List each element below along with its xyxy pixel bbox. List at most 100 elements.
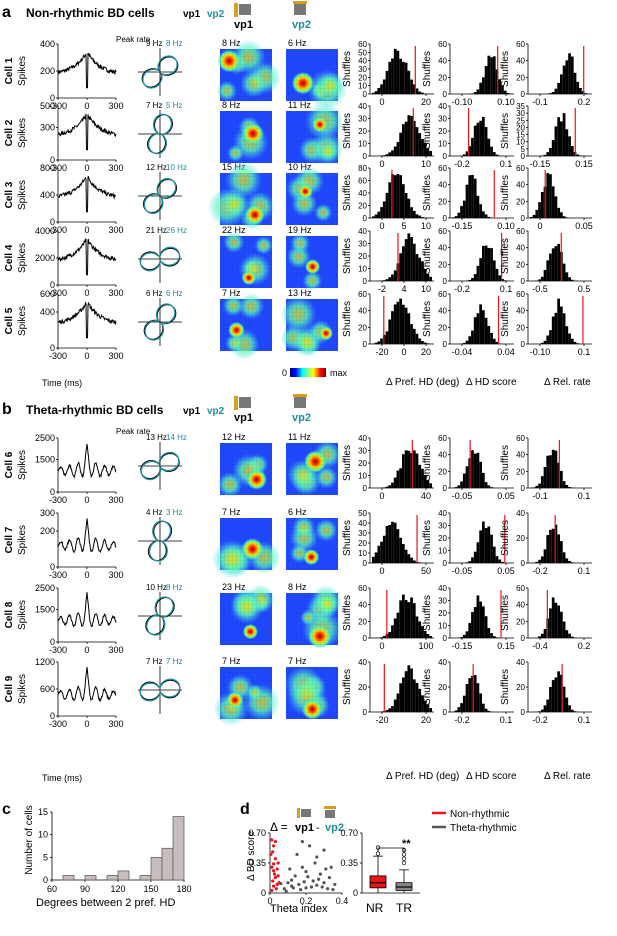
hist-bar	[543, 466, 547, 488]
hist-bar	[492, 636, 496, 638]
hist-bar	[385, 331, 389, 344]
panel-d-significance: **	[402, 838, 411, 850]
hist-bar	[404, 671, 408, 712]
hist-ytick-label: 50	[358, 509, 367, 518]
bar	[150, 856, 163, 881]
xtick-label: 120	[110, 884, 125, 894]
hist-ytick-label: 0	[443, 90, 448, 99]
hist-bar	[565, 217, 569, 218]
scatter-point-tr	[290, 878, 294, 882]
hist-ytick-label: 20	[438, 467, 447, 476]
hist-bar	[396, 141, 400, 156]
hist-ytick-label: 0	[363, 634, 368, 643]
scatter-point-tr	[331, 887, 335, 892]
hist-ytick-label: 30	[438, 597, 447, 606]
hist-bar	[382, 635, 386, 638]
scatter-point-tr	[284, 889, 288, 893]
polar-vp2-curve	[143, 177, 177, 215]
hist-ylabel: Shuffles	[500, 175, 511, 211]
hist-ytick-label: 20	[516, 534, 525, 543]
hist-bar	[399, 253, 402, 281]
hist-bar	[380, 84, 383, 94]
bar	[62, 875, 75, 881]
hist-ytick-label: 30	[438, 522, 447, 531]
colorbar-min-label: 0	[282, 368, 287, 378]
hist-bar	[421, 217, 424, 218]
hist-bar	[565, 129, 569, 156]
hist-bar	[388, 277, 392, 281]
hist-bar	[385, 525, 389, 563]
hist-ytick-label: 40	[358, 519, 367, 528]
hist-ylabel: Shuffles	[422, 445, 433, 481]
hist-bar	[473, 125, 477, 156]
hist-bar	[540, 476, 544, 488]
scatter-point-nr	[272, 844, 276, 848]
hist-bar	[495, 268, 499, 281]
hist-ytick-label: 40	[358, 434, 367, 443]
hist-bar	[388, 319, 392, 344]
hist-bar	[560, 611, 563, 638]
cell-name-label: Cell 8	[4, 601, 15, 628]
hist-bar	[423, 142, 427, 156]
hist-bar	[391, 311, 394, 344]
hist-xtick-label: 0	[379, 97, 384, 107]
hist-bar	[412, 210, 416, 218]
hist-xtick-label: -0.05	[452, 491, 473, 501]
hist-bar	[407, 233, 411, 281]
scatter-point-tr	[315, 855, 319, 859]
hist-bar	[410, 597, 413, 638]
hist-bar	[546, 455, 550, 488]
hist-xtick-label: 40	[421, 491, 431, 501]
panel-b-time-label: Time (ms)	[42, 773, 82, 783]
acg-ytick-label: 1500	[35, 455, 55, 465]
hist-bar	[382, 155, 386, 156]
hist-bar	[421, 92, 424, 94]
hist-ytick-label: 20	[516, 467, 525, 476]
hist-bar	[562, 263, 566, 281]
ratemap-peak-2: 13 Hz	[288, 288, 312, 298]
peak-rate-vp2: 26 Hz	[166, 226, 187, 235]
ratemap-grid	[286, 299, 338, 351]
hist-bar	[426, 480, 430, 488]
hist-bar	[476, 313, 480, 344]
acg-xtick-label: 0	[84, 495, 89, 505]
hist-bar	[429, 635, 432, 638]
hist-bar	[377, 87, 381, 94]
panel-d-formula-vp1: vp1	[295, 822, 314, 834]
cell-name-label: Cell 4	[4, 244, 15, 271]
acg-xtick-label: 0	[84, 645, 89, 655]
scatter-point-tr	[315, 883, 319, 887]
hist-xtick-label: -0.1	[532, 491, 548, 501]
hist-ytick-label: 60	[438, 40, 447, 49]
hist-bar	[554, 312, 558, 344]
hist-xtick-label: 0	[379, 159, 384, 169]
acg-curve	[57, 238, 117, 276]
hist-bar	[484, 214, 488, 218]
hist-ytick-label: 0	[521, 634, 526, 643]
hist-bar	[402, 124, 405, 156]
hist-bar	[551, 449, 555, 488]
hist-bar	[484, 66, 488, 94]
hist-bar	[540, 709, 544, 712]
hist-ytick-label: 40	[516, 244, 525, 253]
acg-xtick-label: 300	[108, 645, 123, 655]
hist-bar	[412, 679, 416, 712]
acg-xtick-label: 300	[108, 225, 123, 235]
hist-ylabel: Shuffles	[342, 669, 353, 705]
hist-bar	[471, 277, 474, 281]
hist-ylabel: Shuffles	[422, 51, 433, 87]
hist-bar	[385, 154, 389, 156]
panel-a-hist-xlabel-2: Δ HD score	[466, 377, 517, 388]
panel-a-time-label: Time (ms)	[42, 378, 82, 388]
panel-a-peak-rate-label: Peak rate	[116, 35, 151, 44]
acg-ytick-label: 0	[50, 637, 55, 647]
hist-bar	[426, 343, 430, 344]
acg-xtick-label: -300	[49, 719, 67, 729]
hist-ytick-label: 0	[521, 152, 526, 161]
hist-ytick-label: 20	[358, 202, 367, 211]
hist-bar	[495, 154, 499, 156]
hist-bar	[402, 677, 405, 712]
xtick-label: 0	[267, 896, 272, 906]
hist-bar	[568, 333, 571, 344]
